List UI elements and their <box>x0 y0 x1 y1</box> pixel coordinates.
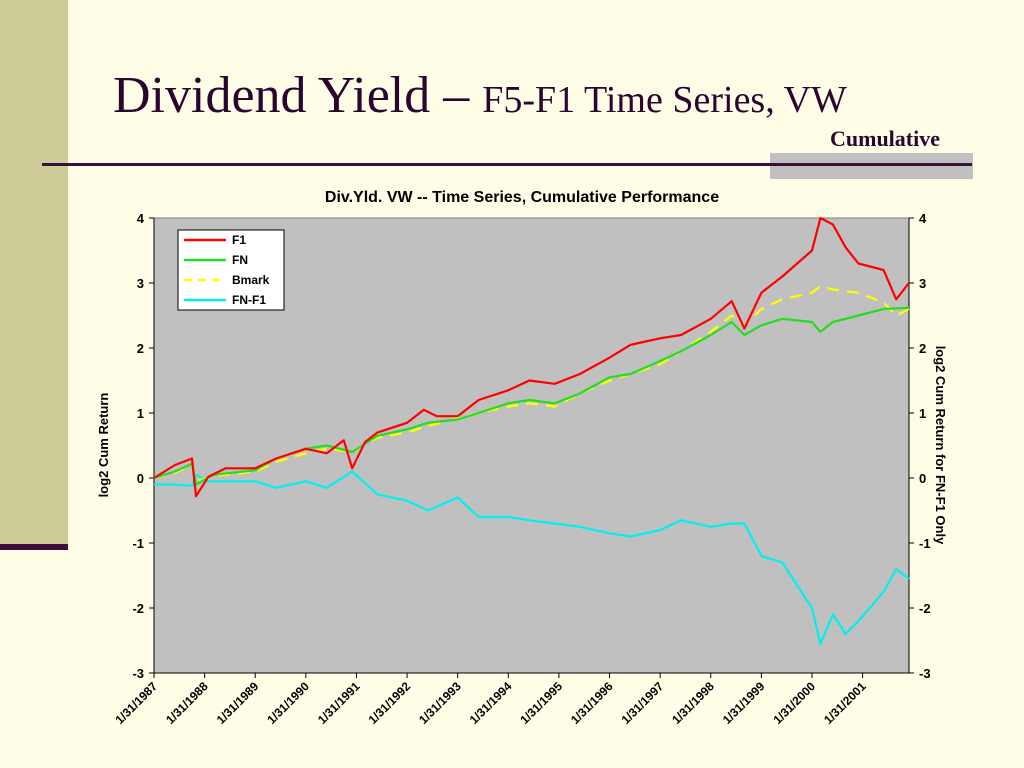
y2-tick-label: -2 <box>919 601 931 616</box>
legend-label: FN <box>232 253 248 267</box>
title-rule <box>42 163 972 166</box>
y-tick-label: 2 <box>137 341 144 356</box>
x-tick-label: 1/31/2001 <box>821 679 869 727</box>
side-band-line <box>0 544 68 550</box>
chart: Div.Yld. VW -- Time Series, Cumulative P… <box>96 189 948 727</box>
x-tick-label: 1/31/1993 <box>416 679 464 727</box>
y-axis-right: -3 -2 -1 0 1 2 3 4 <box>908 211 931 681</box>
legend-box <box>177 229 285 311</box>
series-line-bmark <box>153 285 910 483</box>
x-tick-label: 1/31/1999 <box>720 679 768 727</box>
y-tick-label: -3 <box>132 666 144 681</box>
legend-label: FN-F1 <box>232 293 266 307</box>
y-tick-label: 4 <box>137 211 145 226</box>
y2-tick-label: 0 <box>919 471 926 486</box>
y-tick-label: 0 <box>137 471 144 486</box>
x-tick-label: 1/31/1992 <box>366 679 414 727</box>
y-tick-label: 1 <box>137 406 144 421</box>
y-tick-label: -1 <box>132 536 144 551</box>
x-tick-label: 1/31/1990 <box>264 679 312 727</box>
y2-tick-label: -3 <box>919 666 931 681</box>
x-tick-label: 1/31/1987 <box>112 679 160 727</box>
y2-tick-label: 1 <box>919 406 926 421</box>
legend: F1 FN Bmark FN-F1 <box>177 229 285 311</box>
y-tick-label: 3 <box>137 276 144 291</box>
x-tick-label: 1/31/2000 <box>770 679 818 727</box>
series-layer <box>153 216 910 645</box>
y2-axis-label: log2 Cum Return for FN-F1 Only <box>933 346 948 545</box>
y2-tick-label: -1 <box>919 536 931 551</box>
legend-label: Bmark <box>232 273 270 287</box>
x-tick-label: 1/31/1996 <box>568 679 616 727</box>
y2-tick-label: 3 <box>919 276 926 291</box>
side-band <box>0 0 68 550</box>
x-tick-label: 1/31/1991 <box>315 679 363 727</box>
y-axis-label: log2 Cum Return <box>96 393 111 498</box>
x-tick-label: 1/31/1988 <box>163 679 211 727</box>
slide-title: Dividend Yield – F5-F1 Time Series, VW <box>113 66 847 125</box>
series-line-f1 <box>153 216 910 498</box>
x-tick-label: 1/31/1994 <box>467 679 515 727</box>
y-tick-label: -2 <box>132 601 144 616</box>
y2-tick-label: 4 <box>919 211 927 226</box>
x-tick-label: 1/31/1995 <box>517 679 565 727</box>
x-tick-label: 1/31/1998 <box>669 679 717 727</box>
slide-subtitle: Cumulative <box>830 126 940 151</box>
x-tick-label: 1/31/1989 <box>214 679 262 727</box>
y2-tick-label: 2 <box>919 341 926 356</box>
slide-title-main: Dividend Yield – <box>113 67 483 124</box>
y-axis-left: -3 -2 -1 0 1 2 3 4 <box>132 211 155 681</box>
x-tick-label: 1/31/1997 <box>619 679 667 727</box>
title-rule-box <box>770 153 973 179</box>
x-axis: 1/31/1987 1/31/1988 1/31/1989 1/31/1990 1/31… <box>112 672 909 727</box>
chart-title: Div.Yld. VW -- Time Series, Cumulative P… <box>325 189 719 206</box>
slide-title-rest: F5-F1 Time Series, VW <box>482 79 847 121</box>
legend-label: F1 <box>232 233 246 247</box>
series-line-fn-f1 <box>154 470 910 645</box>
